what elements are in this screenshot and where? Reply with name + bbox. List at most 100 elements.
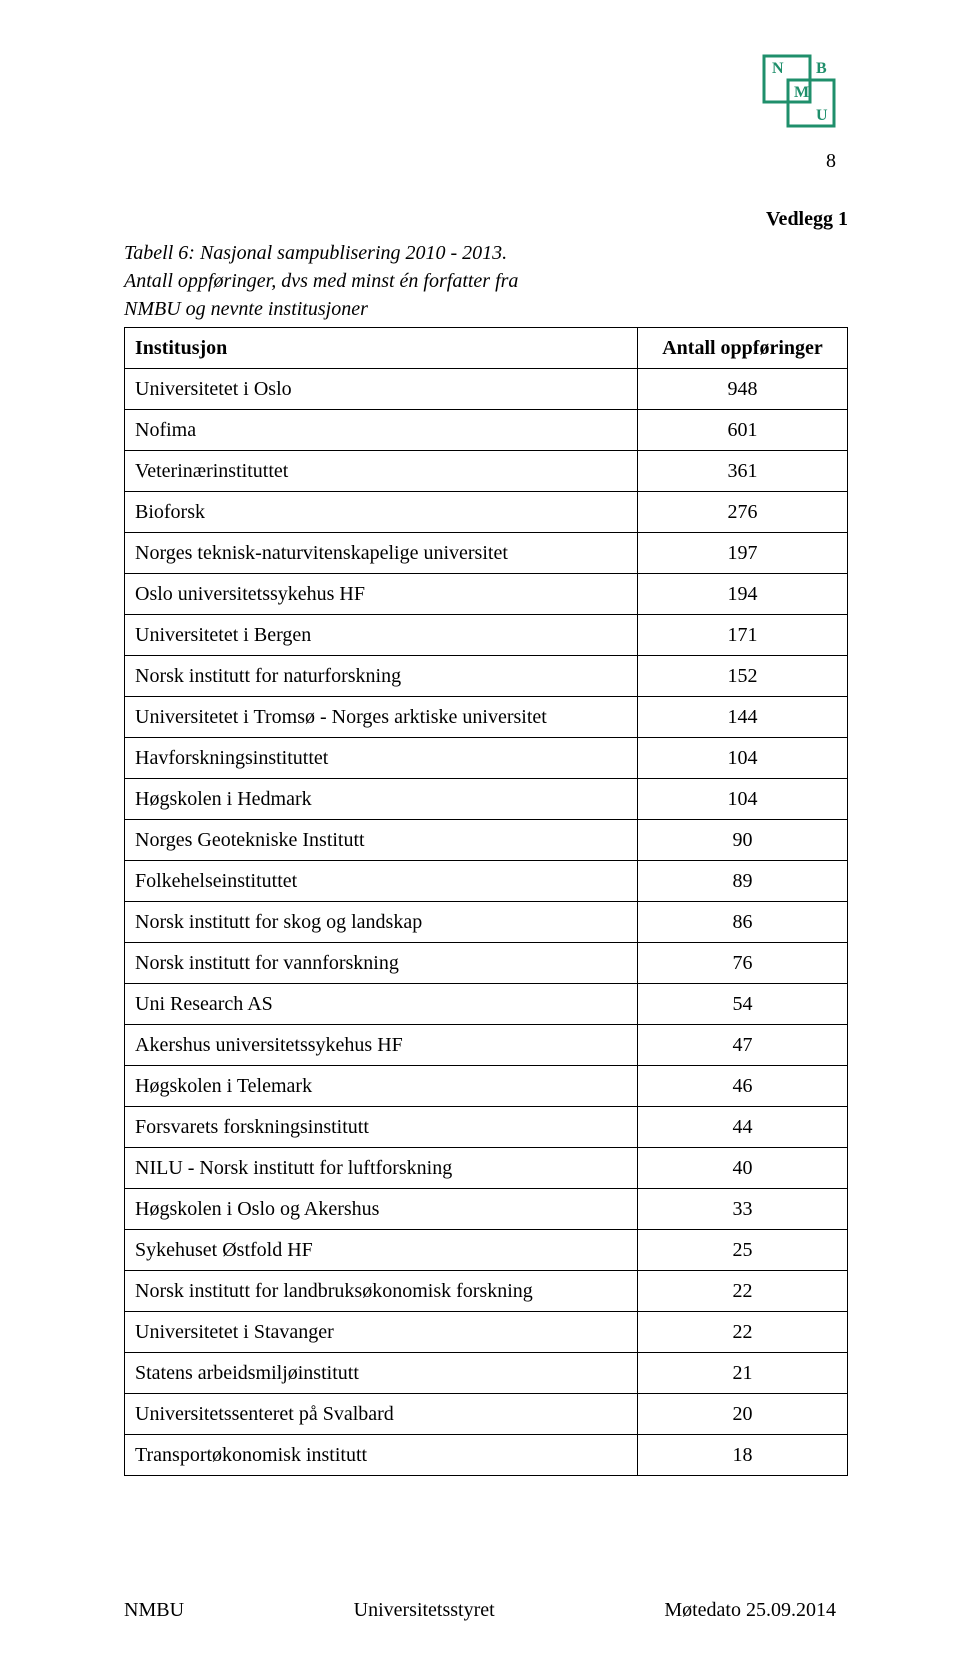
cell-institution: Veterinærinstituttet [125, 451, 638, 492]
cell-count: 47 [638, 1025, 848, 1066]
cell-institution: Uni Research AS [125, 984, 638, 1025]
cell-count: 361 [638, 451, 848, 492]
caption-line-2: Antall oppføringer, dvs med minst én for… [124, 270, 518, 292]
table-row: Norges Geotekniske Institutt90 [125, 820, 848, 861]
table-caption: Tabell 6: Nasjonal sampublisering 2010 -… [124, 239, 848, 323]
cell-count: 601 [638, 410, 848, 451]
nmbu-logo: N M B U [758, 50, 840, 137]
cell-institution: Universitetet i Stavanger [125, 1312, 638, 1353]
table-row: Transportøkonomisk institutt18 [125, 1435, 848, 1476]
cell-institution: Høgskolen i Telemark [125, 1066, 638, 1107]
table-row: Nofima601 [125, 410, 848, 451]
caption-line-1: Tabell 6: Nasjonal sampublisering 2010 -… [124, 242, 507, 264]
table-row: Høgskolen i Oslo og Akershus33 [125, 1189, 848, 1230]
cell-institution: Nofima [125, 410, 638, 451]
logo-letter-m: M [794, 84, 809, 101]
table-row: Statens arbeidsmiljøinstitutt21 [125, 1353, 848, 1394]
cell-count: 171 [638, 615, 848, 656]
cell-count: 54 [638, 984, 848, 1025]
cell-institution: Statens arbeidsmiljøinstitutt [125, 1353, 638, 1394]
cell-count: 144 [638, 697, 848, 738]
cell-count: 194 [638, 574, 848, 615]
header-institution: Institusjon [125, 328, 638, 369]
data-table: Institusjon Antall oppføringer Universit… [124, 327, 848, 1476]
page-number: 8 [826, 150, 836, 173]
logo-letter-n: N [772, 60, 784, 77]
table-row: Universitetet i Stavanger22 [125, 1312, 848, 1353]
cell-institution: NILU - Norsk institutt for luftforskning [125, 1148, 638, 1189]
table-row: Bioforsk276 [125, 492, 848, 533]
cell-count: 20 [638, 1394, 848, 1435]
table-row: Oslo universitetssykehus HF194 [125, 574, 848, 615]
table-row: Norsk institutt for skog og landskap86 [125, 902, 848, 943]
cell-count: 46 [638, 1066, 848, 1107]
cell-institution: Høgskolen i Hedmark [125, 779, 638, 820]
cell-count: 18 [638, 1435, 848, 1476]
cell-count: 276 [638, 492, 848, 533]
cell-institution: Høgskolen i Oslo og Akershus [125, 1189, 638, 1230]
cell-institution: Forsvarets forskningsinstitutt [125, 1107, 638, 1148]
cell-institution: Norsk institutt for landbruksøkonomisk f… [125, 1271, 638, 1312]
footer-left: NMBU [124, 1599, 184, 1622]
cell-count: 104 [638, 738, 848, 779]
cell-institution: Norges Geotekniske Institutt [125, 820, 638, 861]
cell-count: 21 [638, 1353, 848, 1394]
cell-institution: Sykehuset Østfold HF [125, 1230, 638, 1271]
cell-count: 104 [638, 779, 848, 820]
table-row: Folkehelseinstituttet89 [125, 861, 848, 902]
table-row: Norsk institutt for naturforskning152 [125, 656, 848, 697]
table-row: Veterinærinstituttet361 [125, 451, 848, 492]
cell-institution: Universitetet i Tromsø - Norges arktiske… [125, 697, 638, 738]
cell-count: 44 [638, 1107, 848, 1148]
cell-institution: Universitetssenteret på Svalbard [125, 1394, 638, 1435]
table-row: Forsvarets forskningsinstitutt44 [125, 1107, 848, 1148]
table-row: Universitetet i Bergen171 [125, 615, 848, 656]
table-row: Akershus universitetssykehus HF47 [125, 1025, 848, 1066]
cell-count: 40 [638, 1148, 848, 1189]
cell-institution: Universitetet i Oslo [125, 369, 638, 410]
table-row: Havforskningsinstituttet104 [125, 738, 848, 779]
table-row: NILU - Norsk institutt for luftforskning… [125, 1148, 848, 1189]
cell-institution: Havforskningsinstituttet [125, 738, 638, 779]
logo-letter-u: U [816, 107, 828, 124]
cell-count: 90 [638, 820, 848, 861]
footer-center: Universitetsstyret [354, 1599, 495, 1622]
cell-institution: Akershus universitetssykehus HF [125, 1025, 638, 1066]
table-header-row: Institusjon Antall oppføringer [125, 328, 848, 369]
page-footer: NMBU Universitetsstyret Møtedato 25.09.2… [124, 1599, 836, 1622]
cell-count: 22 [638, 1312, 848, 1353]
cell-count: 197 [638, 533, 848, 574]
cell-institution: Folkehelseinstituttet [125, 861, 638, 902]
footer-right: Møtedato 25.09.2014 [664, 1599, 836, 1622]
table-row: Universitetet i Tromsø - Norges arktiske… [125, 697, 848, 738]
cell-institution: Bioforsk [125, 492, 638, 533]
table-row: Høgskolen i Hedmark104 [125, 779, 848, 820]
table-row: Norges teknisk-naturvitenskapelige unive… [125, 533, 848, 574]
cell-count: 76 [638, 943, 848, 984]
cell-institution: Transportøkonomisk institutt [125, 1435, 638, 1476]
table-row: Sykehuset Østfold HF25 [125, 1230, 848, 1271]
cell-institution: Universitetet i Bergen [125, 615, 638, 656]
logo-letter-b: B [816, 60, 827, 77]
cell-count: 152 [638, 656, 848, 697]
cell-institution: Norsk institutt for vannforskning [125, 943, 638, 984]
caption-line-3: NMBU og nevnte institusjoner [124, 298, 368, 320]
cell-count: 948 [638, 369, 848, 410]
table-row: Uni Research AS54 [125, 984, 848, 1025]
cell-institution: Norges teknisk-naturvitenskapelige unive… [125, 533, 638, 574]
cell-institution: Oslo universitetssykehus HF [125, 574, 638, 615]
cell-count: 86 [638, 902, 848, 943]
cell-count: 22 [638, 1271, 848, 1312]
table-row: Høgskolen i Telemark46 [125, 1066, 848, 1107]
table-row: Norsk institutt for landbruksøkonomisk f… [125, 1271, 848, 1312]
cell-count: 89 [638, 861, 848, 902]
cell-institution: Norsk institutt for skog og landskap [125, 902, 638, 943]
cell-count: 25 [638, 1230, 848, 1271]
cell-count: 33 [638, 1189, 848, 1230]
table-row: Universitetssenteret på Svalbard20 [125, 1394, 848, 1435]
attachment-label: Vedlegg 1 [124, 208, 848, 231]
cell-institution: Norsk institutt for naturforskning [125, 656, 638, 697]
table-row: Norsk institutt for vannforskning76 [125, 943, 848, 984]
table-row: Universitetet i Oslo948 [125, 369, 848, 410]
header-count: Antall oppføringer [638, 328, 848, 369]
